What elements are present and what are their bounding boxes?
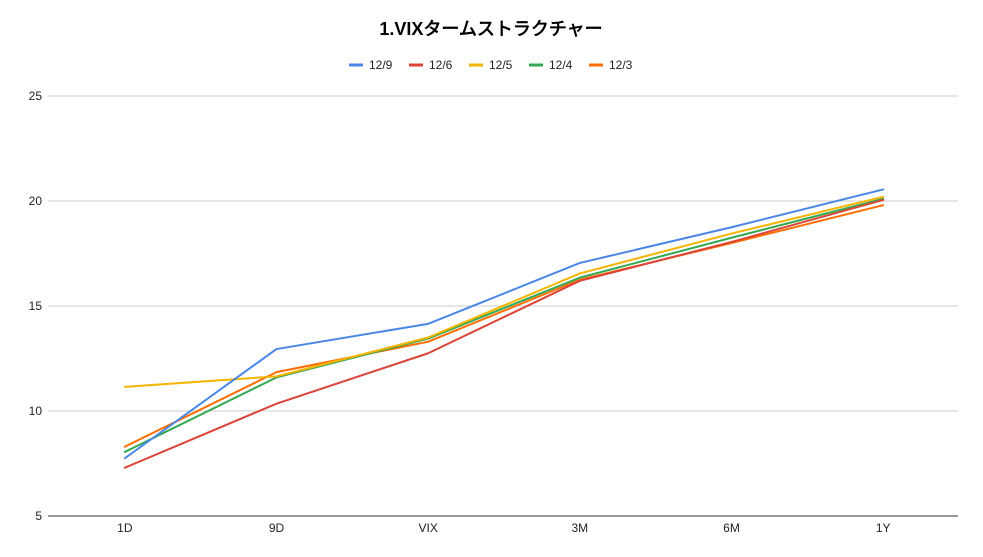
chart-title: 1.VIXタームストラクチャー (379, 19, 602, 39)
y-axis: 5 10 15 20 25 (29, 89, 43, 523)
legend-item: 12/4 (529, 58, 573, 72)
legend-item: 12/3 (589, 58, 633, 72)
y-tick-label: 25 (29, 89, 43, 103)
legend-item: 12/9 (349, 58, 393, 72)
series-line-12-9 (123, 188, 885, 460)
x-tick-label: 6M (723, 521, 740, 535)
legend-label: 12/4 (549, 58, 573, 72)
series-line-12-6 (123, 198, 885, 469)
legend-item: 12/6 (409, 58, 453, 72)
x-tick-label: 1D (117, 521, 133, 535)
y-tick-label: 10 (29, 404, 43, 418)
legend-label: 12/3 (609, 58, 633, 72)
series-line-12-3 (123, 204, 885, 448)
legend-label: 12/6 (429, 58, 453, 72)
series-line-12-5 (123, 195, 885, 388)
x-tick-label: 1Y (876, 521, 891, 535)
y-tick-label: 5 (35, 509, 42, 523)
legend-label: 12/9 (369, 58, 393, 72)
x-tick-label: 9D (269, 521, 285, 535)
legend: 12/9 12/6 12/5 12/4 12/3 (349, 58, 633, 72)
series-line-12-4 (123, 197, 885, 453)
legend-label: 12/5 (489, 58, 513, 72)
series-lines (123, 188, 885, 469)
x-tick-label: VIX (418, 521, 437, 535)
legend-item: 12/5 (469, 58, 513, 72)
x-axis: 1D 9D VIX 3M 6M 1Y (117, 521, 890, 535)
x-tick-label: 3M (571, 521, 588, 535)
y-tick-label: 15 (29, 299, 43, 313)
y-tick-label: 20 (29, 194, 43, 208)
